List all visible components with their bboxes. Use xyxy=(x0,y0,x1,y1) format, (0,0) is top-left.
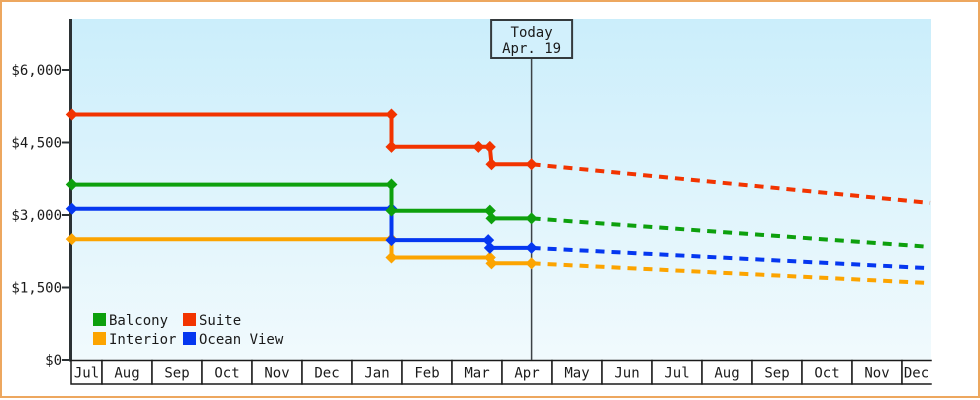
data-point-interior xyxy=(65,233,78,246)
data-point-ocean-view xyxy=(385,234,398,247)
data-point-interior xyxy=(485,257,498,270)
series-projection-balcony xyxy=(531,216,931,249)
y-tick-label: $3,000 xyxy=(11,208,62,224)
data-point-interior xyxy=(525,257,538,270)
month-label: Dec xyxy=(314,366,339,382)
month-label: Jul xyxy=(664,366,689,382)
series-line-balcony xyxy=(71,182,532,221)
legend-item-balcony: Balcony xyxy=(93,313,168,329)
month-label: Oct xyxy=(214,366,239,382)
data-point-suite xyxy=(65,108,78,121)
month-label: Jun xyxy=(614,366,639,382)
legend-item-ocean-view: Ocean View xyxy=(183,332,284,348)
month-label: Nov xyxy=(864,366,889,382)
data-point-balcony xyxy=(65,178,78,191)
today-box xyxy=(490,19,574,59)
series-projection-interior xyxy=(531,261,931,286)
month-label: Mar xyxy=(464,366,489,382)
data-point-suite xyxy=(472,140,485,153)
data-point-balcony xyxy=(385,204,398,217)
month-label: Sep xyxy=(764,366,789,382)
month-label: Feb xyxy=(414,366,439,382)
today-box-title: Today xyxy=(511,25,553,41)
y-tick-label: $6,000 xyxy=(11,63,62,79)
series-projection-ocean-view xyxy=(531,245,931,271)
legend-swatch xyxy=(93,332,106,345)
data-point-balcony xyxy=(485,212,498,225)
legend-label: Balcony xyxy=(109,313,168,329)
series-suite xyxy=(65,108,931,205)
legend-swatch xyxy=(93,313,106,326)
data-point-suite xyxy=(485,158,498,171)
x-axis-month-band: Jul Aug Sep Oct Nov Dec Jan Feb Mar Apr May Jun Jul A… xyxy=(70,359,932,385)
today-box-date: Apr. 19 xyxy=(502,41,561,57)
data-point-suite xyxy=(385,108,398,121)
legend-item-interior: Interior xyxy=(93,332,176,348)
data-point-balcony xyxy=(525,212,538,225)
y-tick-label: $4,500 xyxy=(11,136,62,152)
data-point-suite xyxy=(483,140,496,153)
month-cell xyxy=(901,359,932,385)
legend-swatch xyxy=(183,332,196,345)
data-point-ocean-view xyxy=(65,202,78,215)
data-point-suite xyxy=(385,140,398,153)
series-line-interior xyxy=(71,237,532,266)
series-balcony xyxy=(65,178,931,249)
series-line-ocean-view xyxy=(71,206,532,250)
legend-label: Suite xyxy=(199,313,241,329)
series-projection-suite xyxy=(531,162,931,205)
y-tick-label: $0 xyxy=(45,353,62,369)
data-point-ocean-view xyxy=(525,241,538,254)
month-label: Nov xyxy=(264,366,289,382)
data-point-interior xyxy=(385,251,398,264)
legend-label: Ocean View xyxy=(199,332,284,348)
plot-area xyxy=(71,19,931,360)
month-label: Aug xyxy=(114,366,139,382)
month-label: Apr xyxy=(514,366,539,382)
month-label: Aug xyxy=(714,366,739,382)
month-label: Dec xyxy=(904,366,929,382)
legend: Balcony Suite Interior Ocean View xyxy=(93,313,284,348)
month-label: Jul xyxy=(74,366,99,382)
month-label: Sep xyxy=(164,366,189,382)
data-point-balcony xyxy=(483,204,496,217)
month-label: Oct xyxy=(814,366,839,382)
legend-swatch xyxy=(183,313,196,326)
data-point-suite xyxy=(525,158,538,171)
y-axis: $0 $1,500 $3,000 $4,500 $6,000 xyxy=(11,19,72,369)
legend-item-suite: Suite xyxy=(183,313,241,329)
month-label: May xyxy=(564,366,589,382)
data-point-ocean-view xyxy=(482,234,495,247)
data-point-ocean-view xyxy=(483,241,496,254)
series-interior xyxy=(65,233,931,286)
legend-label: Interior xyxy=(109,332,176,348)
month-label: Jan xyxy=(364,366,389,382)
y-tick-label: $1,500 xyxy=(11,281,62,297)
data-point-balcony xyxy=(385,178,398,191)
